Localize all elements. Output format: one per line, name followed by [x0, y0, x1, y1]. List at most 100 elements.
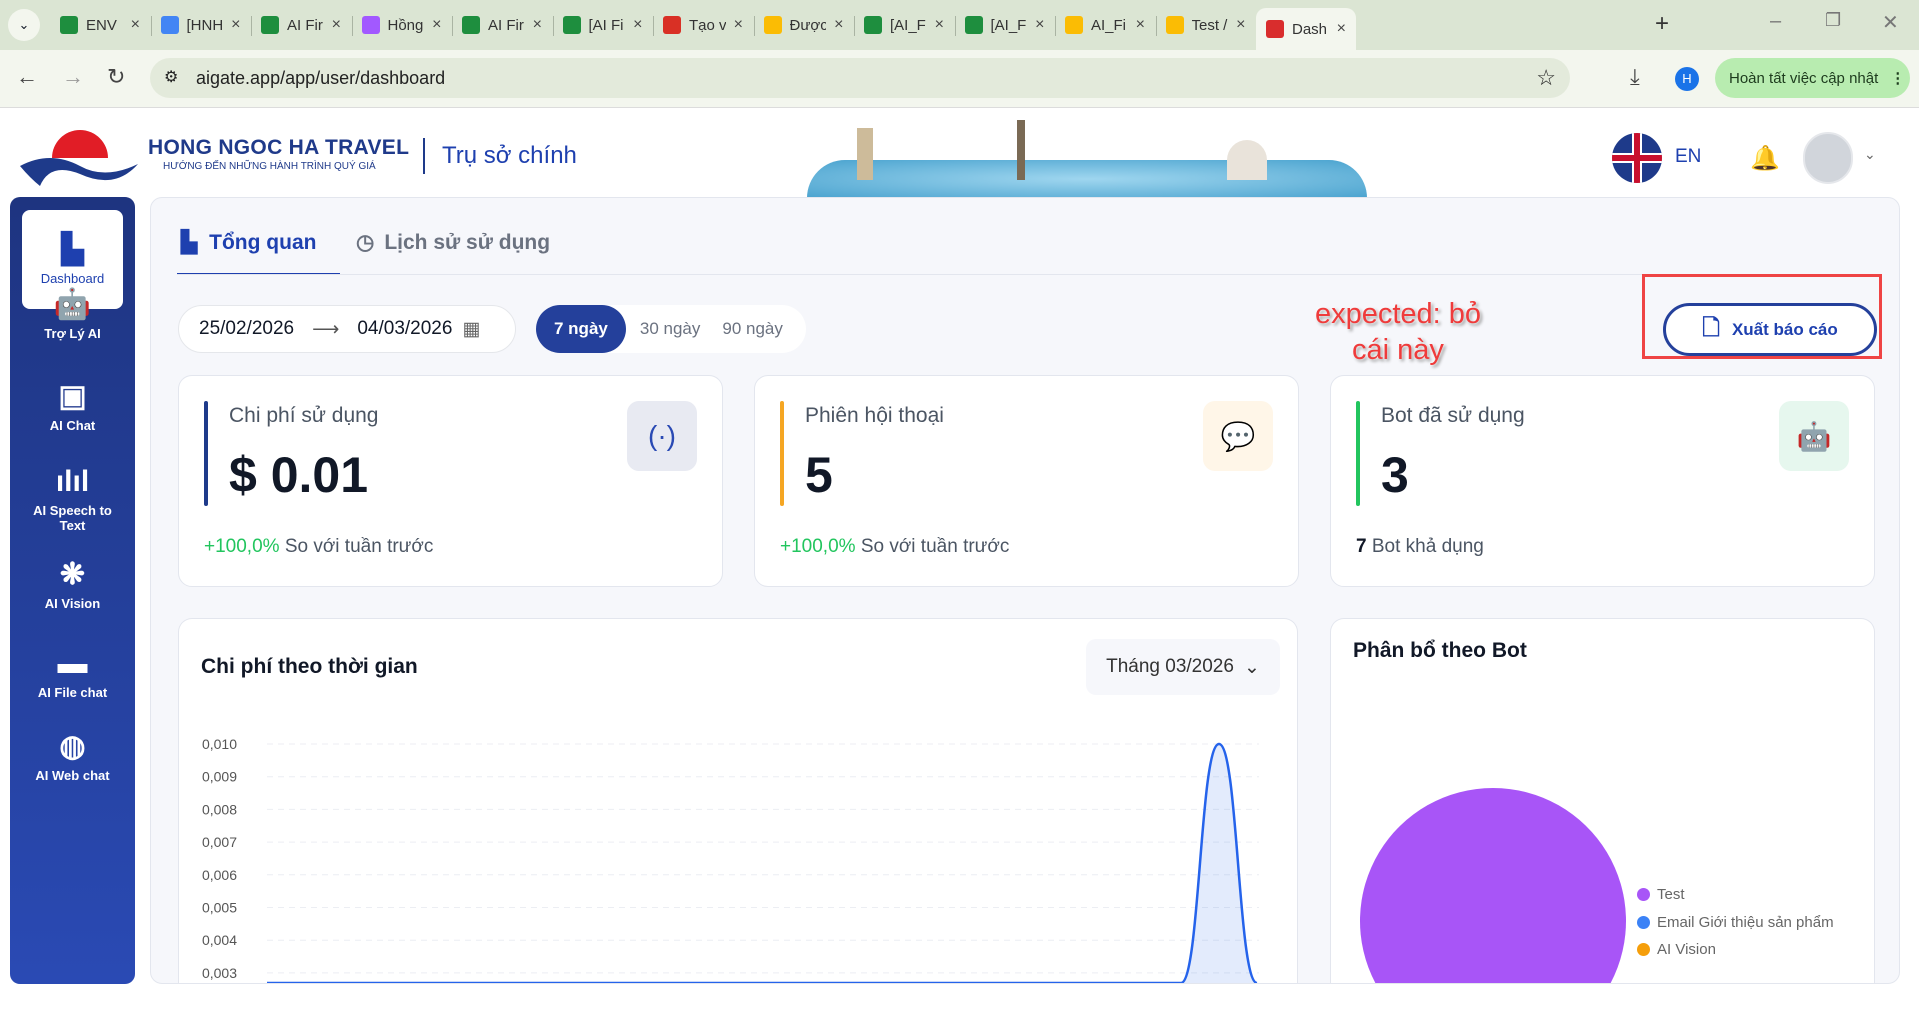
- browser-tab[interactable]: Dash ×: [1256, 8, 1356, 50]
- tab-close-icon[interactable]: ×: [1035, 16, 1045, 33]
- stat-footnote: Bot khả dụng: [1371, 536, 1484, 557]
- ai-chip-icon: ▣: [58, 380, 87, 413]
- sidebar-item-label: AI Speech to Text: [33, 503, 112, 533]
- update-label: Hoàn tất việc cập nhật: [1729, 69, 1879, 87]
- date-from[interactable]: 25/02/2026: [199, 318, 295, 339]
- download-icon[interactable]: ⤓: [1630, 64, 1640, 89]
- tab-close-icon[interactable]: ×: [432, 16, 442, 33]
- legend-dot-icon: [1637, 943, 1650, 957]
- profile-avatar[interactable]: H: [1675, 67, 1699, 91]
- site-settings-icon[interactable]: ⚙: [164, 69, 179, 86]
- tab-close-icon[interactable]: ×: [733, 16, 743, 33]
- company-logo: [20, 130, 138, 186]
- browser-tab[interactable]: AI_Fi ×: [1055, 8, 1155, 42]
- cost-icon: (·): [627, 401, 697, 471]
- chevron-down-icon: ⌄: [1243, 656, 1260, 678]
- calendar-icon[interactable]: ▦: [462, 318, 481, 340]
- branch-name[interactable]: Trụ sở chính: [442, 142, 577, 169]
- stat-delta: +100,0%: [204, 536, 280, 557]
- stat-label: Bot đã sử dụng: [1381, 404, 1525, 427]
- minimize-button[interactable]: –: [1770, 10, 1782, 32]
- back-icon[interactable]: ←: [16, 64, 38, 89]
- export-report-button[interactable]: 🗋 Xuất báo cáo: [1663, 303, 1877, 356]
- user-avatar[interactable]: [1803, 132, 1853, 184]
- tab-separator: [1055, 16, 1056, 36]
- update-button[interactable]: Hoàn tất việc cập nhật ⋮: [1715, 58, 1910, 98]
- tab-close-icon[interactable]: ×: [1336, 20, 1346, 37]
- sidebar-item[interactable]: ◍ AI Web chat: [22, 719, 123, 783]
- address-bar-row: ← → ↻ ⚙ aigate.app/app/user/dashboard ☆ …: [0, 50, 1919, 108]
- sidebar-item[interactable]: ılıl AI Speech to Text: [22, 455, 123, 533]
- legend-item[interactable]: Email Giới thiệu sản phẩm: [1637, 909, 1834, 937]
- y-tick-label: 0,007: [202, 834, 237, 850]
- date-range-picker[interactable]: 25/02/2026 ⟶ 04/03/2026 ▦: [178, 305, 516, 353]
- tab-search-button[interactable]: ⌄: [8, 9, 40, 41]
- sidebar-item[interactable]: ▙ Dashboard: [22, 210, 123, 309]
- month-select[interactable]: Tháng 03/2026 ⌄: [1086, 639, 1280, 695]
- browser-tab[interactable]: AI Fir ×: [452, 8, 552, 42]
- sidebar-item[interactable]: ❋ AI Vision: [22, 547, 123, 611]
- tab-title: Hồng: [387, 16, 424, 34]
- browser-tab[interactable]: [AI_F ×: [854, 8, 954, 42]
- tab-separator: [854, 16, 855, 36]
- forward-icon[interactable]: →: [62, 64, 84, 89]
- tab-separator: [251, 16, 252, 36]
- range-segment: 7 ngày 30 ngày 90 ngày: [536, 305, 806, 353]
- bookmark-star-icon[interactable]: ☆: [1536, 65, 1556, 90]
- legend-dot-icon: [1637, 915, 1650, 929]
- tab-close-icon[interactable]: ×: [633, 16, 643, 33]
- tab-close-icon[interactable]: ×: [1236, 16, 1246, 33]
- bot-distribution-card: Phân bổ theo Bot Test Email Giới thiệu sả…: [1330, 618, 1875, 983]
- tab-favicon-icon: [562, 16, 581, 34]
- tab-close-icon[interactable]: ×: [1135, 16, 1145, 33]
- stat-delta: +100,0%: [780, 536, 856, 557]
- tab-overview[interactable]: ▙ Tổng quan: [181, 230, 316, 255]
- browser-tab[interactable]: Được ×: [754, 8, 854, 42]
- pie-slice[interactable]: [1360, 788, 1626, 983]
- tab-close-icon[interactable]: ×: [331, 16, 341, 33]
- range-90-days[interactable]: 90 ngày: [722, 319, 783, 338]
- range-7-days[interactable]: 7 ngày: [536, 305, 626, 353]
- uk-flag-icon[interactable]: [1612, 133, 1662, 183]
- notification-bell-icon[interactable]: 🔔: [1750, 145, 1780, 172]
- tab-close-icon[interactable]: ×: [532, 16, 542, 33]
- sidebar-item-label: AI Vision: [44, 596, 101, 611]
- legend-item[interactable]: Test: [1637, 881, 1834, 909]
- series-line: [267, 742, 1258, 983]
- legend-item[interactable]: AI Vision: [1637, 936, 1834, 964]
- brain-icon: ❋: [59, 558, 86, 591]
- stat-footnote: So với tuần trước: [860, 536, 1010, 557]
- sidebar-item-label: AI File chat: [37, 685, 108, 700]
- file-export-icon: 🗋: [1702, 314, 1720, 340]
- sidebar-item[interactable]: 🤖 Trợ Lý AI: [22, 277, 123, 341]
- date-to[interactable]: 04/03/2026: [357, 318, 453, 339]
- tab-separator: [452, 16, 453, 36]
- sidebar-item[interactable]: ▣ AI Chat: [22, 369, 123, 433]
- browser-tab[interactable]: Test / ×: [1156, 8, 1256, 42]
- reload-icon[interactable]: ↻: [107, 64, 126, 89]
- tab-title: ENV: [86, 16, 117, 34]
- browser-tab[interactable]: ENV ×: [50, 8, 150, 42]
- user-menu-chevron-icon[interactable]: ⌄: [1864, 146, 1876, 162]
- restore-button[interactable]: ❐: [1825, 10, 1842, 30]
- tab-close-icon[interactable]: ×: [231, 16, 241, 33]
- tab-separator: [1155, 16, 1157, 36]
- tab-usage-history[interactable]: ◷ Lịch sử sử dụng: [356, 230, 550, 255]
- browser-tab[interactable]: AI Fir ×: [251, 8, 351, 42]
- browser-tab[interactable]: [AI Fi ×: [553, 8, 653, 42]
- browser-tab[interactable]: [AI_F ×: [955, 8, 1055, 42]
- sidebar-item[interactable]: ▬ AI File chat: [22, 637, 123, 700]
- browser-tab[interactable]: Tạo v ×: [653, 8, 753, 42]
- tab-close-icon[interactable]: ×: [934, 16, 944, 33]
- browser-tab[interactable]: Hồng ×: [352, 8, 452, 42]
- browser-tab[interactable]: [HNH ×: [151, 8, 251, 42]
- new-tab-button[interactable]: +: [1655, 10, 1670, 37]
- tab-close-icon[interactable]: ×: [130, 16, 140, 33]
- range-30-days[interactable]: 30 ngày: [639, 319, 701, 338]
- tab-title: AI Fir: [287, 16, 323, 34]
- url-input[interactable]: ⚙ aigate.app/app/user/dashboard ☆: [150, 58, 1570, 98]
- language-label[interactable]: EN: [1675, 146, 1702, 167]
- app-header: HONG NGOC HA TRAVEL HƯỚNG ĐẾN NHỮNG HÀNH…: [0, 108, 1919, 198]
- close-window-button[interactable]: ✕: [1882, 12, 1899, 34]
- tab-close-icon[interactable]: ×: [834, 16, 844, 33]
